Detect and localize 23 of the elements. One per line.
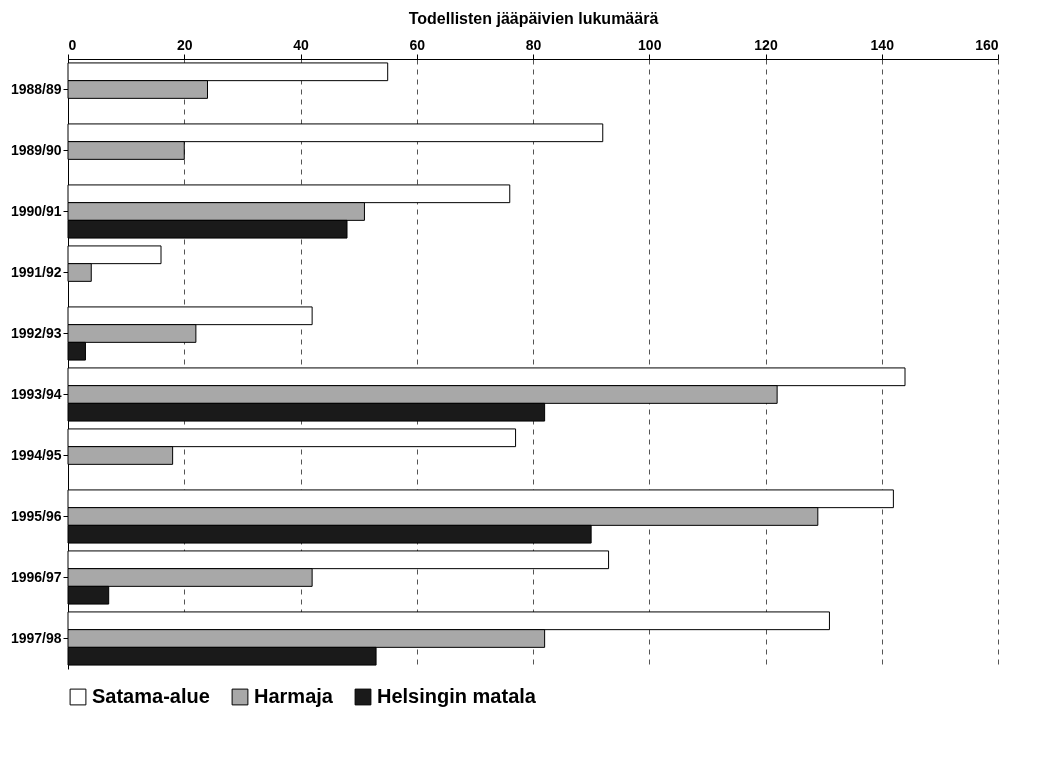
y-tick-label: 1996/97 <box>10 568 62 585</box>
y-tick-label: 1997/98 <box>10 629 62 646</box>
legend-label: Satama-alue <box>92 685 210 707</box>
legend-label: Helsingin matala <box>377 685 537 707</box>
x-tick-label: 120 <box>754 36 778 53</box>
y-tick-label: 1993/94 <box>10 385 62 402</box>
x-axis-title: Todellisten jääpäivien lukumäärä <box>408 9 659 27</box>
x-tick-label: 80 <box>525 36 542 53</box>
y-tick-label: 1995/96 <box>10 507 62 524</box>
y-tick-label: 1989/90 <box>10 141 62 158</box>
y-tick-label: 1992/93 <box>10 324 62 341</box>
y-tick-label: 1988/89 <box>10 80 62 97</box>
legend-label: Harmaja <box>254 685 334 707</box>
x-tick-label: 60 <box>409 36 426 53</box>
y-tick-label: 1991/92 <box>10 263 62 280</box>
x-tick-label: 140 <box>870 36 895 53</box>
x-tick-label: 0 <box>68 36 77 53</box>
y-tick-label: 1990/91 <box>10 202 62 219</box>
x-tick-label: 40 <box>293 36 309 53</box>
x-tick-label: 160 <box>975 36 999 53</box>
y-tick-label: 1994/95 <box>10 446 62 463</box>
x-tick-label: 20 <box>176 36 193 53</box>
x-tick-label: 100 <box>638 36 662 53</box>
